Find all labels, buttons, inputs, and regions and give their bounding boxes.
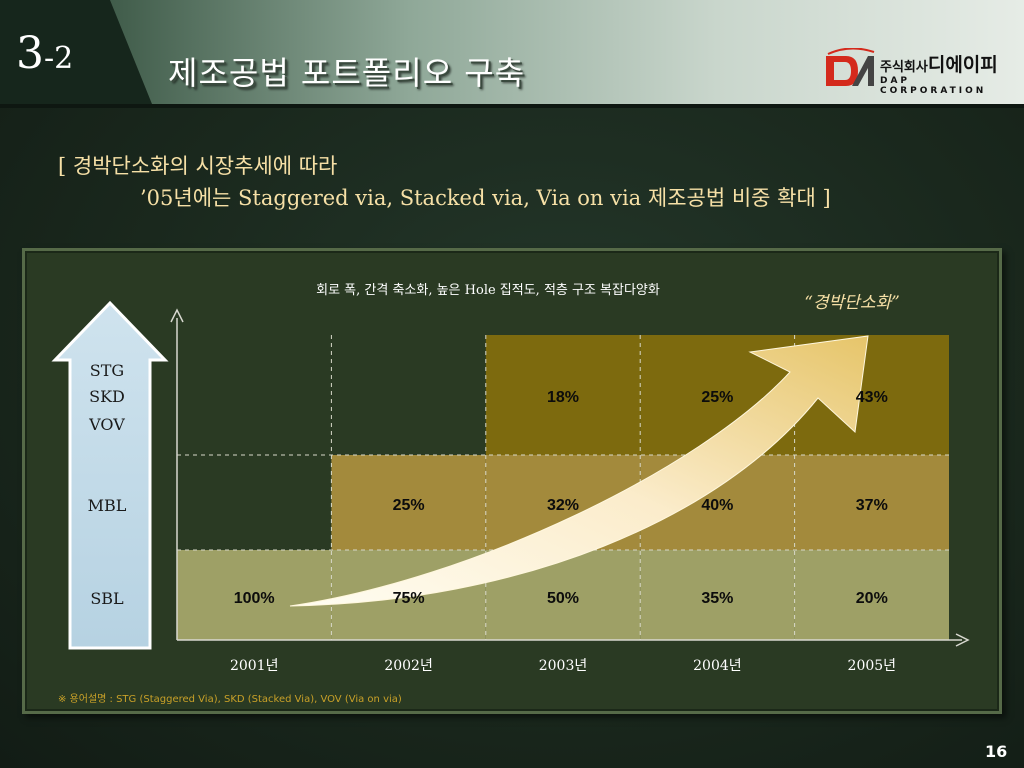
data-label-bottom-4: 20% (856, 590, 888, 607)
arrow-label-stg: STG (90, 361, 124, 380)
cell-middle-4 (794, 455, 949, 550)
logo-mark-icon (826, 48, 875, 86)
cell-bottom-4 (794, 550, 949, 640)
chart-axes (170, 308, 970, 647)
header-divider (0, 104, 1024, 108)
logo-korean: 주식회사디에이피 (880, 50, 998, 77)
cell-bottom-0 (177, 550, 332, 640)
cell-top-2 (485, 335, 641, 455)
arrow-label-mbl: MBL (88, 496, 127, 515)
trend-label: “경박단소화” (804, 293, 900, 313)
logo-kr-prefix: 주식회사 (880, 60, 928, 75)
section-minor: -2 (44, 41, 74, 76)
section-major: 3 (16, 28, 44, 79)
cell-middle-1 (331, 455, 486, 550)
footnote: ※ 용어설명 : STG (Staggered Via), SKD (Stack… (58, 694, 402, 705)
x-tick-label-1: 2002년 (384, 658, 433, 674)
x-tick-labels: 2001년 2002년 2003년 2004년 2005년 (230, 658, 896, 674)
data-label-bottom-0: 100% (234, 590, 275, 607)
cell-bottom-3 (640, 550, 795, 640)
data-label-middle-3: 40% (701, 497, 733, 514)
logo-kr-name: 디에이피 (927, 54, 998, 76)
data-labels: 18% 25% 43% 25% 32% 40% 37% 100% 75% 50% 35% 20% (234, 389, 888, 607)
subtitle-line-2: ’05년에는 Staggered via, Stacked via, Via o… (140, 186, 831, 210)
header: 3-2 제조공법 포트폴리오 구축 주식회사디에이피 DAP CORPORATI… (0, 0, 1024, 112)
x-axis-arrowhead (955, 633, 970, 647)
section-number: 3-2 (16, 28, 73, 79)
x-tick-label-0: 2001년 (230, 658, 279, 674)
x-tick-label-4: 2005년 (848, 658, 897, 674)
category-up-arrow (51, 300, 169, 650)
arrow-label-skd: SKD (89, 387, 125, 406)
data-label-middle-1: 25% (393, 497, 425, 514)
y-axis-arrowhead (170, 308, 184, 323)
x-tick-label-2: 2003년 (539, 658, 588, 674)
data-label-top-2: 18% (547, 389, 579, 406)
page-title: 제조공법 포트폴리오 구축 (168, 54, 526, 92)
chart-caption: 회로 폭, 간격 축소화, 높은 Hole 집적도, 적층 구조 복잡다양화 (316, 283, 660, 298)
trend-curve-arrow (289, 335, 869, 607)
x-tick-label-3: 2004년 (693, 658, 742, 674)
data-label-top-3: 25% (701, 389, 733, 406)
data-label-bottom-1: 75% (393, 590, 425, 607)
data-label-bottom-3: 35% (701, 590, 733, 607)
data-label-bottom-2: 50% (547, 590, 579, 607)
data-label-top-4: 43% (856, 389, 888, 406)
arrow-label-sbl: SBL (90, 589, 124, 608)
data-label-middle-4: 37% (856, 497, 888, 514)
company-logo: 주식회사디에이피 DAP CORPORATION (818, 44, 1008, 96)
data-label-middle-2: 32% (547, 497, 579, 514)
subtitle-line-1: [ 경박단소화의 시장추세에 따라 (58, 154, 338, 178)
logo-english: DAP CORPORATION (880, 76, 987, 96)
arrow-label-vov: VOV (88, 415, 125, 434)
page-number: 16 (985, 742, 1008, 761)
